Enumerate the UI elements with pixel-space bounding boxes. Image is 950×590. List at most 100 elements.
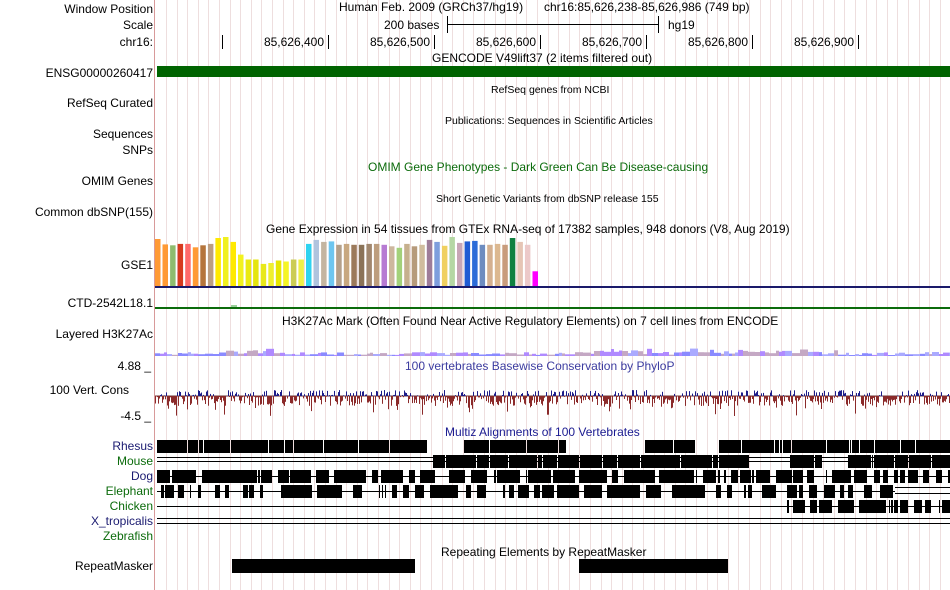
cons-bar: [364, 396, 365, 397]
cons-bar: [689, 391, 690, 396]
grid-line: [431, 0, 432, 590]
multiz-species-chicken[interactable]: Chicken: [109, 499, 153, 513]
multiz-species-rhesus[interactable]: Rhesus: [112, 439, 153, 453]
lnc-track-label[interactable]: CTD-2542L18.1: [67, 296, 153, 310]
repeat-element-2[interactable]: [579, 559, 728, 573]
cons-bar: [380, 394, 381, 396]
multiz-species-dog[interactable]: Dog: [130, 469, 153, 483]
cons-bar: [922, 392, 923, 396]
pubs-snp-track-label[interactable]: SNPs: [122, 143, 153, 157]
multiz-gap: [575, 476, 579, 477]
grid-line: [770, 0, 771, 590]
h3k27ac-track-label[interactable]: Layered H3K27Ac: [55, 327, 153, 341]
multiz-species-mouse[interactable]: Mouse: [116, 454, 153, 468]
cons-bar: [803, 395, 804, 397]
cons-bar: [242, 396, 243, 398]
cons-bar: [276, 394, 277, 396]
multiz-block: [942, 500, 945, 513]
cons-bar: [415, 396, 416, 400]
conservation-wiggle[interactable]: [155, 375, 950, 425]
multiz-species-xtropicalis[interactable]: X_tropicalis: [90, 514, 153, 528]
multiz-block: [255, 470, 257, 483]
multiz-alignment-blocks[interactable]: [155, 437, 950, 527]
cons-bar: [760, 396, 761, 402]
multiz-block: [807, 470, 809, 483]
multiz-block: [864, 500, 869, 513]
multiz-block: [762, 470, 763, 483]
grid-line: [569, 0, 570, 590]
multiz-gap: [405, 476, 409, 477]
cons-bar: [214, 396, 215, 404]
lnc-gene-line[interactable]: [155, 307, 950, 309]
cons-bar: [573, 393, 574, 396]
h3k27ac-segment: [729, 353, 732, 356]
gencode-track-label[interactable]: ENSG00000260417: [45, 66, 153, 80]
cons-bar: [794, 390, 795, 396]
cons-bar: [559, 391, 560, 396]
cons-bar: [778, 396, 779, 399]
cons-bar: [544, 396, 545, 398]
h3k27ac-segment: [895, 353, 899, 356]
cons-bar: [207, 390, 208, 396]
h3k27ac-segment: [194, 353, 198, 356]
multiz-gap: [720, 476, 723, 477]
cons-bar: [538, 390, 539, 396]
multiz-gap: [486, 491, 487, 492]
cons-bar: [221, 396, 222, 403]
multiz-gap: [782, 491, 787, 492]
cons-bar: [707, 394, 708, 396]
cons-bar: [418, 396, 419, 397]
cons-bar: [262, 394, 263, 396]
cons-bar: [784, 396, 785, 402]
cons-bar: [675, 395, 676, 397]
multiz-block: [503, 485, 505, 498]
track-labels-column: Window Position Scale chr16: ENSG0000026…: [0, 0, 155, 590]
multiz-species-elephant[interactable]: Elephant: [105, 484, 153, 498]
gtex-bar: [328, 241, 335, 286]
cons-bar: [633, 390, 634, 396]
multiz-gap: [761, 491, 762, 492]
multiz-block: [842, 485, 844, 498]
multiz-species-zebrafish[interactable]: Zebrafish: [102, 529, 153, 543]
multiz-gap: [856, 491, 859, 492]
multiz-block: [769, 470, 770, 483]
multiz-gap: [415, 476, 420, 477]
cons-bar: [397, 396, 398, 410]
track-data-area[interactable]: Human Feb. 2009 (GRCh37/hg19) chr16:85,6…: [155, 0, 950, 590]
dbsnp-track-label[interactable]: Common dbSNP(155): [34, 205, 153, 219]
cons-bar: [423, 396, 424, 400]
cons-bar: [442, 393, 443, 396]
cons-bar: [402, 395, 403, 396]
cons-bar: [698, 396, 699, 400]
cons-bar: [839, 390, 840, 396]
cons-bar: [809, 396, 810, 398]
multiz-gap: [867, 476, 868, 477]
cons-bar: [413, 395, 414, 397]
pubs-seq-track-label[interactable]: Sequences: [92, 127, 153, 141]
h3k27ac-signal[interactable]: [155, 328, 950, 358]
cons-bar: [385, 396, 386, 400]
cons-bar: [541, 396, 542, 404]
cons-bar: [837, 396, 838, 398]
repeat-element-1[interactable]: [232, 559, 415, 573]
h3k27ac-segment: [387, 354, 392, 356]
gtex-bar-chart[interactable]: [155, 236, 950, 296]
cons-bar: [268, 396, 269, 405]
omim-track-label[interactable]: OMIM Genes: [81, 174, 153, 188]
cons-bar: [614, 394, 615, 396]
rmsk-track-label[interactable]: RepeatMasker: [74, 559, 153, 573]
cons-track-label[interactable]: 100 Vert. Cons: [49, 383, 129, 397]
h3k27ac-segment: [167, 354, 172, 356]
gencode-gene-bar[interactable]: [157, 66, 950, 77]
refseq-track-label[interactable]: RefSeq Curated: [66, 96, 153, 110]
multiz-gap: [229, 491, 231, 492]
cons-bar: [553, 394, 554, 396]
gtex-track-label[interactable]: GSE1: [120, 258, 153, 272]
multiz-block: [283, 485, 288, 498]
grid-line: [177, 0, 178, 590]
cons-bar: [254, 396, 255, 397]
cons-bar: [416, 396, 417, 403]
cons-bar: [180, 392, 181, 396]
h3k27ac-segment: [178, 353, 182, 356]
cons-bar: [857, 395, 858, 396]
